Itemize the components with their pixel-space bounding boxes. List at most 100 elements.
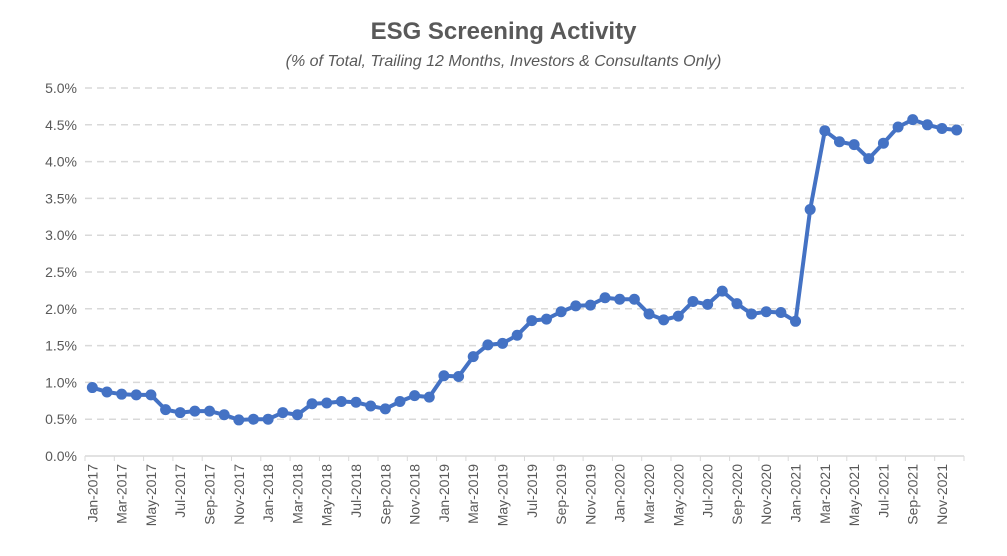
data-point [189, 405, 201, 417]
x-tick-label: Jan-2017 [84, 464, 100, 523]
x-tick-label: Sep-2020 [729, 464, 745, 525]
y-tick-label: 4.5% [45, 117, 77, 133]
data-point [907, 114, 919, 126]
data-point [379, 403, 391, 415]
data-point [262, 413, 274, 425]
data-point [584, 299, 596, 311]
x-tick-label: Nov-2019 [582, 464, 598, 525]
data-point [482, 339, 494, 351]
data-point [746, 308, 758, 320]
data-point [467, 351, 479, 363]
y-tick-label: 4.0% [45, 154, 77, 170]
x-tick-label: Jan-2018 [260, 464, 276, 523]
data-point [247, 413, 259, 425]
data-point [335, 396, 347, 408]
data-point [511, 329, 523, 341]
x-tick-label: Nov-2017 [231, 464, 247, 525]
series-line [91, 117, 957, 422]
x-tick-label: Nov-2021 [934, 464, 950, 525]
data-point [775, 306, 787, 318]
data-point [804, 203, 816, 215]
x-tick-label: Sep-2021 [905, 464, 921, 525]
data-point [497, 337, 509, 349]
x-tick-label: Jul-2020 [700, 464, 716, 518]
data-point [101, 386, 113, 398]
x-tick-label: Mar-2017 [114, 464, 130, 524]
x-tick-label: Nov-2020 [758, 464, 774, 525]
data-point [277, 407, 289, 419]
x-tick-label: Jul-2017 [172, 464, 188, 518]
data-point [628, 293, 640, 305]
data-point [350, 396, 362, 408]
x-tick-label: Sep-2017 [202, 464, 218, 525]
data-point [204, 405, 216, 417]
data-point [526, 315, 538, 327]
data-point [540, 313, 552, 325]
y-tick-label: 2.0% [45, 301, 77, 317]
data-point [555, 306, 567, 318]
data-point [599, 292, 611, 304]
y-tick-label: 3.5% [45, 190, 77, 206]
x-tick-label: Nov-2018 [407, 464, 423, 525]
data-point [892, 121, 904, 133]
data-point [570, 300, 582, 312]
x-tick-label: Jan-2020 [612, 464, 628, 523]
x-tick-label: Sep-2019 [553, 464, 569, 525]
data-point [438, 370, 450, 382]
y-tick-label: 2.5% [45, 264, 77, 280]
x-tick-label: Mar-2019 [465, 464, 481, 524]
data-point [936, 122, 948, 134]
data-point [86, 382, 98, 394]
y-tick-label: 0.5% [45, 411, 77, 427]
data-point [848, 139, 860, 151]
y-tick-label: 1.0% [45, 374, 77, 390]
y-tick-label: 3.0% [45, 227, 77, 243]
x-tick-label: Sep-2018 [377, 464, 393, 525]
x-tick-label: Jul-2021 [875, 464, 891, 518]
x-tick-label: May-2017 [143, 464, 159, 526]
data-point [877, 137, 889, 149]
data-point [306, 398, 318, 410]
x-tick-label: Jan-2019 [436, 464, 452, 523]
data-point [409, 390, 421, 402]
data-point [790, 315, 802, 327]
data-point [394, 396, 406, 408]
data-point [643, 308, 655, 320]
x-tick-label: Jul-2018 [348, 464, 364, 518]
data-point [951, 124, 963, 136]
data-point [116, 388, 128, 400]
data-point [833, 136, 845, 148]
data-point [819, 125, 831, 137]
data-point [921, 119, 933, 131]
data-point [672, 310, 684, 322]
data-point [658, 314, 670, 326]
data-point [863, 153, 875, 165]
data-point [716, 285, 728, 297]
data-point [453, 371, 465, 383]
data-point [321, 397, 333, 409]
data-point [614, 293, 626, 305]
data-point [291, 409, 303, 421]
y-tick-label: 5.0% [45, 80, 77, 96]
y-tick-label: 0.0% [45, 448, 77, 464]
data-point [130, 389, 142, 401]
data-point [365, 400, 377, 412]
data-point [423, 391, 435, 403]
x-tick-label: Jul-2019 [524, 464, 540, 518]
chart-title: ESG Screening Activity [370, 18, 637, 45]
x-tick-label: May-2018 [319, 464, 335, 526]
x-tick-label: May-2019 [495, 464, 511, 526]
data-point [145, 389, 157, 401]
x-tick-label: Mar-2018 [289, 464, 305, 524]
x-tick-label: May-2020 [670, 464, 686, 526]
x-tick-label: Mar-2020 [641, 464, 657, 524]
data-point [760, 306, 772, 318]
x-tick-label: Jan-2021 [788, 464, 804, 523]
data-point [731, 298, 743, 310]
data-point [174, 407, 186, 419]
y-tick-label: 1.5% [45, 338, 77, 354]
data-point [160, 404, 172, 416]
x-tick-label: Mar-2021 [817, 464, 833, 524]
chart-subtitle: (% of Total, Trailing 12 Months, Investo… [285, 53, 722, 70]
